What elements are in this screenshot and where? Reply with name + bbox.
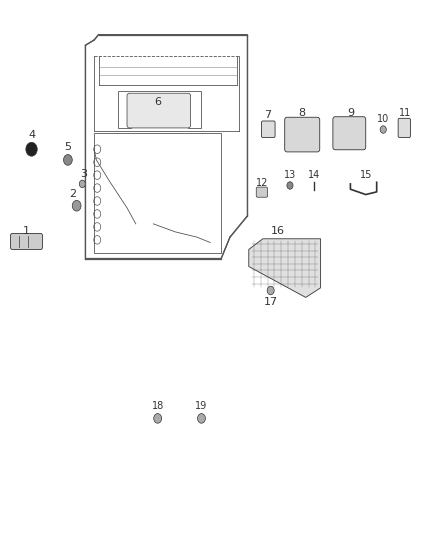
FancyBboxPatch shape xyxy=(333,117,366,150)
FancyBboxPatch shape xyxy=(256,187,268,197)
FancyBboxPatch shape xyxy=(127,93,191,128)
Circle shape xyxy=(287,182,293,189)
FancyBboxPatch shape xyxy=(285,117,320,152)
Text: 17: 17 xyxy=(264,297,278,307)
Text: 12: 12 xyxy=(256,177,268,188)
Text: 8: 8 xyxy=(299,108,306,118)
FancyBboxPatch shape xyxy=(261,121,275,138)
Text: 9: 9 xyxy=(347,108,354,118)
Text: 5: 5 xyxy=(64,142,71,152)
Text: 18: 18 xyxy=(152,401,164,411)
Text: 11: 11 xyxy=(399,108,411,118)
Circle shape xyxy=(72,200,81,211)
Text: 15: 15 xyxy=(360,170,372,180)
FancyBboxPatch shape xyxy=(398,118,410,138)
Text: 13: 13 xyxy=(284,170,296,180)
Text: 6: 6 xyxy=(154,96,161,107)
Text: 14: 14 xyxy=(308,170,321,180)
Circle shape xyxy=(64,155,72,165)
Polygon shape xyxy=(249,239,321,297)
Text: 1: 1 xyxy=(23,225,30,236)
Text: 10: 10 xyxy=(377,114,389,124)
Text: 3: 3 xyxy=(80,168,87,179)
Text: 19: 19 xyxy=(195,401,208,411)
Circle shape xyxy=(26,142,37,156)
Circle shape xyxy=(79,180,85,188)
Circle shape xyxy=(267,286,274,295)
Circle shape xyxy=(380,126,386,133)
Text: 7: 7 xyxy=(264,110,271,120)
Circle shape xyxy=(154,414,162,423)
Text: 2: 2 xyxy=(70,189,77,199)
Circle shape xyxy=(198,414,205,423)
FancyBboxPatch shape xyxy=(11,233,42,249)
Text: 4: 4 xyxy=(28,130,35,140)
Text: 16: 16 xyxy=(271,225,285,236)
